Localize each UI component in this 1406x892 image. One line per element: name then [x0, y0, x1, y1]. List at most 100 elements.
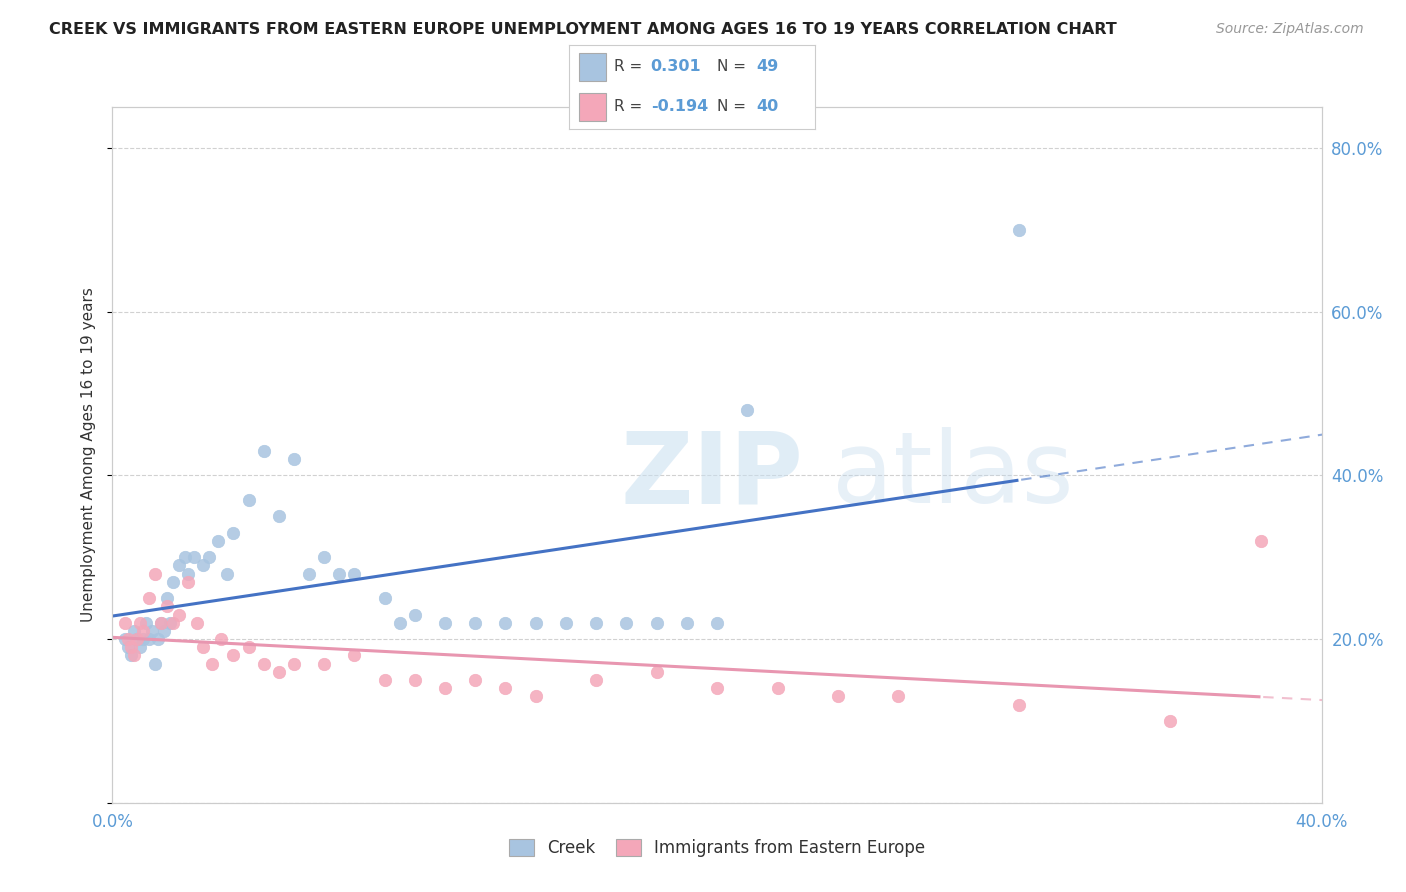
Point — [174, 550, 197, 565]
Point — [343, 648, 366, 663]
Point — [495, 615, 517, 630]
Point — [675, 615, 697, 630]
Point — [143, 657, 166, 671]
Point — [122, 624, 145, 638]
Text: N =: N = — [717, 59, 747, 74]
Point — [125, 632, 148, 646]
FancyBboxPatch shape — [579, 93, 606, 120]
Point — [167, 558, 190, 573]
Point — [766, 681, 789, 696]
Point — [524, 615, 547, 630]
Text: CREEK VS IMMIGRANTS FROM EASTERN EUROPE UNEMPLOYMENT AMONG AGES 16 TO 19 YEARS C: CREEK VS IMMIGRANTS FROM EASTERN EUROPE … — [49, 22, 1116, 37]
Point — [153, 624, 176, 638]
Point — [1159, 714, 1181, 728]
Point — [585, 615, 607, 630]
Y-axis label: Unemployment Among Ages 16 to 19 years: Unemployment Among Ages 16 to 19 years — [80, 287, 96, 623]
Point — [191, 640, 214, 655]
Point — [207, 533, 229, 548]
Point — [464, 673, 486, 687]
Point — [135, 615, 157, 630]
Point — [524, 690, 547, 704]
Point — [253, 443, 276, 458]
Text: ZIP: ZIP — [620, 427, 803, 524]
Point — [283, 452, 305, 467]
Point — [198, 550, 221, 565]
FancyBboxPatch shape — [579, 54, 606, 81]
Point — [388, 615, 411, 630]
Text: 49: 49 — [756, 59, 779, 74]
Point — [183, 550, 205, 565]
Point — [1250, 533, 1272, 548]
Text: R =: R = — [614, 59, 643, 74]
Point — [343, 566, 366, 581]
Legend: Creek, Immigrants from Eastern Europe: Creek, Immigrants from Eastern Europe — [502, 832, 932, 864]
Point — [209, 632, 232, 646]
Point — [1008, 223, 1031, 237]
Point — [267, 665, 290, 679]
Point — [433, 681, 456, 696]
Point — [238, 492, 260, 507]
Point — [149, 615, 172, 630]
Point — [374, 673, 396, 687]
Point — [143, 566, 166, 581]
Point — [267, 509, 290, 524]
Point — [141, 624, 163, 638]
Point — [314, 657, 336, 671]
Point — [162, 615, 184, 630]
Text: atlas: atlas — [832, 427, 1074, 524]
Point — [167, 607, 190, 622]
Point — [404, 607, 426, 622]
Point — [120, 640, 142, 655]
Point — [138, 591, 160, 606]
Point — [138, 632, 160, 646]
Text: Source: ZipAtlas.com: Source: ZipAtlas.com — [1216, 22, 1364, 37]
Point — [616, 615, 638, 630]
Point — [159, 615, 181, 630]
Point — [887, 690, 910, 704]
Point — [117, 632, 139, 646]
Point — [404, 673, 426, 687]
Point — [162, 574, 184, 589]
Point — [645, 665, 668, 679]
Point — [554, 615, 576, 630]
Point — [114, 615, 136, 630]
Text: 0.301: 0.301 — [651, 59, 702, 74]
Point — [314, 550, 336, 565]
Point — [298, 566, 321, 581]
Point — [1008, 698, 1031, 712]
Point — [186, 615, 208, 630]
Point — [706, 615, 728, 630]
Point — [128, 615, 150, 630]
Point — [222, 648, 245, 663]
Point — [120, 648, 142, 663]
Point — [132, 624, 155, 638]
Point — [149, 615, 172, 630]
Point — [156, 599, 179, 614]
Point — [177, 566, 200, 581]
Point — [433, 615, 456, 630]
Point — [128, 640, 150, 655]
Point — [706, 681, 728, 696]
Point — [827, 690, 849, 704]
Point — [737, 403, 759, 417]
Point — [495, 681, 517, 696]
Point — [117, 640, 139, 655]
Point — [253, 657, 276, 671]
Point — [283, 657, 305, 671]
Text: R =: R = — [614, 99, 643, 114]
Point — [156, 591, 179, 606]
Point — [222, 525, 245, 540]
Point — [585, 673, 607, 687]
Point — [464, 615, 486, 630]
Point — [114, 632, 136, 646]
Point — [122, 648, 145, 663]
Text: N =: N = — [717, 99, 747, 114]
Point — [132, 632, 155, 646]
Point — [201, 657, 224, 671]
Text: 40: 40 — [756, 99, 779, 114]
Point — [125, 632, 148, 646]
Text: -0.194: -0.194 — [651, 99, 707, 114]
Point — [191, 558, 214, 573]
Point — [146, 632, 169, 646]
Point — [238, 640, 260, 655]
